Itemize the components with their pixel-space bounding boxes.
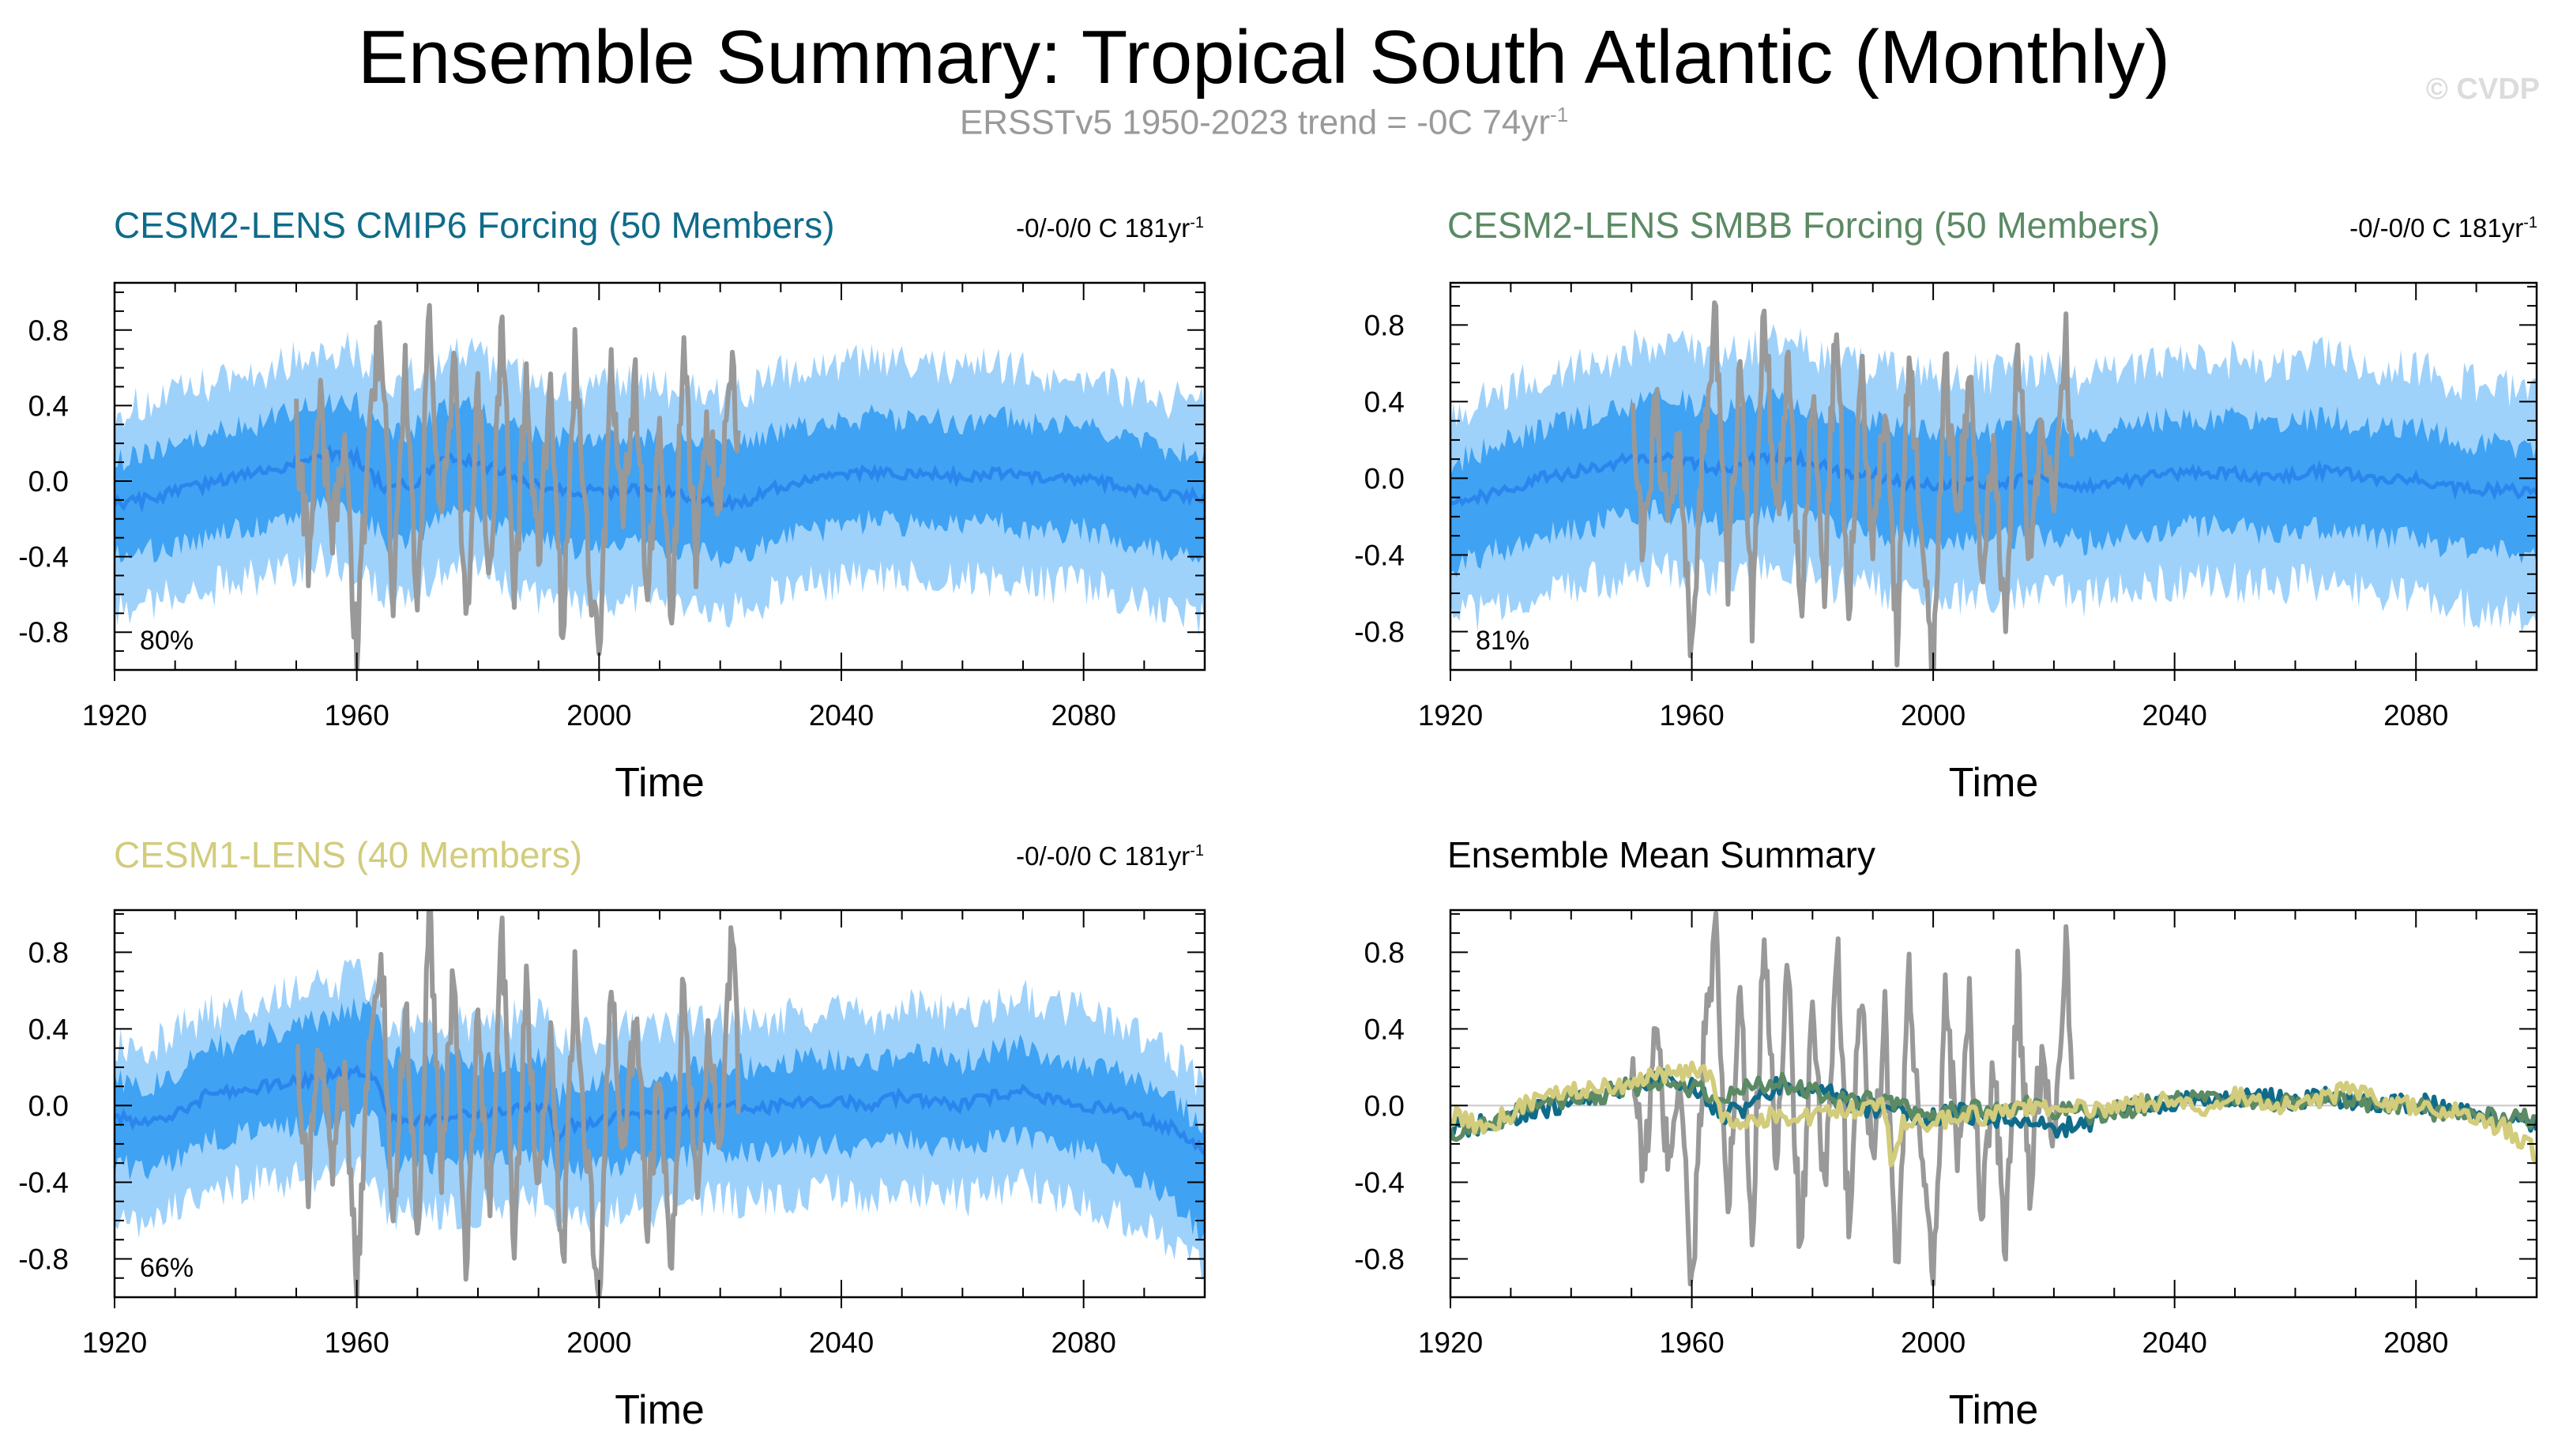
x-tick-label: 1920 <box>1418 1326 1483 1359</box>
x-tick-label: 2000 <box>1901 1326 1965 1359</box>
x-tick-label: 2080 <box>2383 699 2448 732</box>
x-tick-label: 1920 <box>1418 699 1483 732</box>
percent-annotation: 81% <box>1476 626 1529 656</box>
plot-2: 1920 1960 2000 2040 2080 -0.8 -0.4 0.0 0.4 0.8 Tim… <box>1354 281 2538 806</box>
x-tick-label: 2040 <box>809 1326 874 1359</box>
y-tick-label: 0.4 <box>1364 1013 1405 1045</box>
plot-3: 1920 1960 2000 2040 2080 -0.8 -0.4 0.0 0.4 0.8 Tim… <box>18 909 1206 1433</box>
plot-1: 1920 1960 2000 2040 2080 -0.8 -0.4 0.0 0.4 0.8 Tim… <box>18 281 1206 806</box>
x-tick-label: 1960 <box>1659 1326 1724 1359</box>
y-tick-label: 0.8 <box>1364 936 1405 969</box>
x-tick-label: 2000 <box>566 1326 631 1359</box>
x-tick-label: 1960 <box>325 1326 389 1359</box>
y-tick-label: -0.8 <box>18 616 69 649</box>
y-tick-label: 0.4 <box>28 1013 69 1045</box>
plot-area <box>115 910 1205 1297</box>
x-tick-label: 1960 <box>1659 699 1724 732</box>
x-tick-label: 2080 <box>1051 699 1116 732</box>
x-axis-label: Time <box>1949 760 2039 806</box>
x-tick-label: 1960 <box>325 699 389 732</box>
series-line-cesm1-lens <box>1450 1060 2537 1168</box>
x-axis-label: Time <box>615 1387 705 1433</box>
ersstv5-obs-line <box>295 910 741 1297</box>
y-tick-label: 0.8 <box>28 314 69 347</box>
panel-3-title: CESM1-LENS (40 Members) <box>114 834 583 875</box>
x-tick-label: 1920 <box>82 1326 147 1359</box>
y-tick-label: -0.8 <box>18 1243 69 1275</box>
plot-area <box>115 303 1205 670</box>
x-tick-label: 2040 <box>809 699 874 732</box>
percent-annotation: 80% <box>140 626 194 656</box>
subtitle-superscript: -1 <box>1550 103 1569 126</box>
ersstv5-obs-line <box>1630 300 2075 670</box>
panel-2-trend-text: -0/-0/0 C 181yr <box>2349 213 2524 243</box>
y-tick-label: -0.4 <box>1354 1166 1405 1198</box>
y-tick-label: 0.8 <box>28 936 69 969</box>
panel-3-trend-text: -0/-0/0 C 181yr <box>1016 841 1191 871</box>
subtitle-text: ERSSTv5 1950-2023 trend = -0C 74yr <box>959 103 1551 142</box>
y-tick-label: 0.0 <box>28 465 69 498</box>
y-tick-label: 0.0 <box>1364 462 1405 495</box>
y-tick-label: 0.4 <box>28 389 69 422</box>
percent-annotation: 66% <box>140 1253 194 1283</box>
panel-1-trend-text: -0/-0/0 C 181yr <box>1016 213 1191 243</box>
panel-1-title: CESM2-LENS CMIP6 Forcing (50 Members) <box>114 205 835 246</box>
main-subtitle: ERSSTv5 1950-2023 trend = -0C 74yr-1 <box>0 103 2528 143</box>
panel-2-trend: -0/-0/0 C 181yr-1 <box>2349 213 2537 243</box>
x-tick-label: 2000 <box>566 699 631 732</box>
y-tick-label: -0.4 <box>18 1166 69 1198</box>
main-title: Ensemble Summary: Tropical South Atlanti… <box>357 15 2171 100</box>
x-tick-label: 2080 <box>2383 1326 2448 1359</box>
y-tick-label: -0.8 <box>1354 615 1405 648</box>
x-axis-label: Time <box>1949 1387 2039 1433</box>
panel-1-trend: -0/-0/0 C 181yr-1 <box>1016 213 1204 243</box>
x-tick-label: 2000 <box>1901 699 1965 732</box>
y-tick-label: 0.0 <box>28 1089 69 1122</box>
panel-4-title: Ensemble Mean Summary <box>1447 834 1875 875</box>
series-line-ersstv5 <box>1629 911 2075 1287</box>
x-tick-label: 2040 <box>2142 699 2207 732</box>
panel-3-trend-sup: -1 <box>1190 842 1204 860</box>
x-axis-label: Time <box>615 760 705 806</box>
y-tick-label: 0.8 <box>1364 309 1405 341</box>
plot-area <box>1450 911 2537 1287</box>
y-tick-label: -0.8 <box>1354 1243 1405 1275</box>
panel-1-trend-sup: -1 <box>1190 214 1204 231</box>
panel-3-trend: -0/-0/0 C 181yr-1 <box>1016 841 1204 871</box>
x-tick-label: 2080 <box>1051 1326 1116 1359</box>
panel-2-title: CESM2-LENS SMBB Forcing (50 Members) <box>1447 205 2161 246</box>
y-tick-label: 0.0 <box>1364 1089 1405 1122</box>
y-tick-label: -0.4 <box>1354 539 1405 571</box>
y-tick-label: 0.4 <box>1364 386 1405 418</box>
ersstv5-obs-line <box>294 303 741 670</box>
x-tick-label: 2040 <box>2142 1326 2207 1359</box>
x-tick-label: 1920 <box>82 699 147 732</box>
plot-area <box>1450 300 2537 670</box>
plot-4: 1920 1960 2000 2040 2080 -0.8 -0.4 0.0 0.4 0.8 Tim… <box>1354 909 2538 1433</box>
y-tick-label: -0.4 <box>18 541 69 574</box>
watermark: © CVDP <box>2425 73 2540 106</box>
panel-2-trend-sup: -1 <box>2523 214 2537 231</box>
